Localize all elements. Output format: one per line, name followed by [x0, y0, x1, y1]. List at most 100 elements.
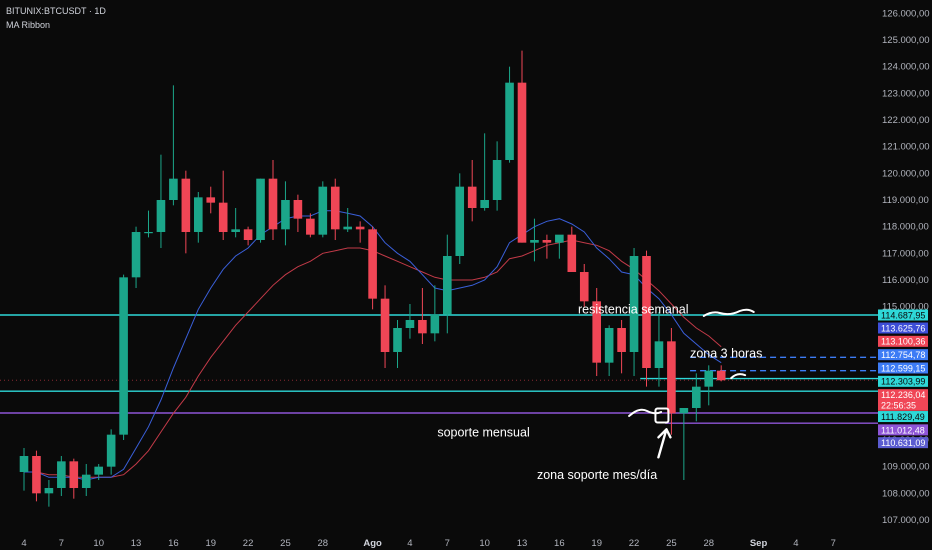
candle-body	[555, 234, 564, 243]
squiggle-soporte	[628, 408, 663, 417]
candle[interactable]	[57, 456, 66, 496]
candle[interactable]	[106, 429, 116, 475]
x-tick-label: Sep	[750, 538, 768, 549]
candle[interactable]	[380, 285, 390, 368]
candles	[19, 50, 726, 507]
candle[interactable]	[567, 226, 577, 272]
annotations: resistencia semanal zona 3 horas soporte m…	[437, 302, 762, 482]
candle-body	[355, 226, 365, 230]
x-tick-label: 28	[318, 538, 329, 549]
price-tag: 114.687,95	[878, 309, 928, 321]
x-tick-label: 10	[93, 538, 104, 549]
candle[interactable]	[306, 213, 315, 238]
candle-body	[69, 461, 79, 488]
candle[interactable]	[281, 181, 290, 246]
candle[interactable]	[629, 248, 639, 376]
candle[interactable]	[455, 173, 465, 264]
candle[interactable]	[156, 154, 166, 248]
price-tag-label: 113.100,36	[881, 337, 925, 347]
y-tick-label: 126.000,00	[882, 8, 930, 19]
candle[interactable]	[505, 66, 514, 163]
candle[interactable]	[330, 178, 340, 240]
candle[interactable]	[654, 312, 664, 387]
y-tick-label: 115.000,00	[882, 302, 929, 313]
x-tick-label: 4	[793, 538, 798, 549]
candle[interactable]	[131, 226, 141, 288]
price-tag-label: 110.631,09	[881, 438, 925, 448]
candle-body	[268, 178, 278, 230]
candle[interactable]	[144, 210, 153, 238]
candle[interactable]	[94, 464, 103, 480]
candle-body	[530, 240, 539, 243]
candle-body	[629, 256, 639, 352]
symbol-title: BITUNIX:BTCUSDT · 1D	[6, 6, 106, 16]
annotation-label: soporte mensual	[437, 425, 529, 439]
candle[interactable]	[480, 133, 489, 211]
price-tag-label: 113.625,76	[881, 323, 925, 333]
candle[interactable]	[430, 285, 440, 342]
y-tick-label: 119.000,00	[882, 195, 929, 206]
price-tag: 110.631,09	[878, 437, 928, 449]
candle-body	[281, 200, 290, 230]
candle-body	[716, 370, 726, 381]
candle[interactable]	[32, 450, 41, 502]
candle[interactable]	[692, 373, 701, 422]
candle-body	[642, 256, 651, 368]
candle[interactable]	[393, 320, 402, 368]
candle-body	[218, 202, 228, 232]
candle[interactable]	[679, 408, 689, 480]
candle[interactable]	[642, 250, 651, 387]
candle-body	[393, 328, 402, 352]
candle[interactable]	[492, 141, 502, 211]
price-tag: 113.100,36	[878, 335, 928, 347]
candle[interactable]	[355, 221, 365, 243]
candle[interactable]	[443, 234, 452, 334]
candle[interactable]	[19, 448, 29, 491]
candle-body	[692, 386, 701, 408]
candle[interactable]	[716, 365, 726, 382]
candle[interactable]	[667, 328, 676, 435]
candle[interactable]	[268, 160, 278, 240]
candle-body	[106, 434, 116, 467]
candle[interactable]	[243, 226, 253, 246]
candle[interactable]	[69, 458, 79, 499]
candle[interactable]	[44, 480, 54, 507]
candle[interactable]	[530, 218, 539, 262]
candle[interactable]	[218, 170, 228, 240]
candle-body	[579, 272, 589, 302]
candle-body	[256, 178, 265, 240]
candle[interactable]	[343, 208, 352, 232]
y-tick-label: 108.000,00	[882, 488, 930, 499]
candle-body	[654, 341, 664, 368]
x-tick-label: 19	[591, 538, 602, 549]
x-tick-label: 10	[479, 538, 490, 549]
candle-body	[243, 229, 253, 240]
candle[interactable]	[368, 226, 377, 310]
candle-body	[604, 328, 614, 363]
candle[interactable]	[293, 194, 303, 232]
candle[interactable]	[579, 264, 589, 307]
candle[interactable]	[119, 274, 128, 440]
candle[interactable]	[194, 192, 203, 243]
candle[interactable]	[206, 186, 216, 214]
candle[interactable]	[418, 288, 427, 344]
candle[interactable]	[617, 320, 626, 374]
candle-body	[368, 229, 377, 299]
candle[interactable]	[181, 170, 191, 254]
x-tick-label: 25	[666, 538, 677, 549]
candle[interactable]	[704, 365, 714, 406]
candle[interactable]	[318, 181, 328, 238]
candle[interactable]	[81, 464, 91, 496]
x-tick-label: 22	[243, 538, 254, 549]
candle[interactable]	[592, 288, 601, 376]
candle[interactable]	[231, 208, 240, 238]
candle[interactable]	[256, 178, 265, 243]
candle[interactable]	[405, 304, 415, 339]
candle[interactable]	[467, 160, 477, 222]
candle[interactable]	[555, 234, 564, 259]
candle[interactable]	[542, 234, 552, 259]
candle[interactable]	[604, 325, 614, 376]
candle[interactable]	[169, 85, 178, 206]
candle[interactable]	[517, 50, 527, 243]
